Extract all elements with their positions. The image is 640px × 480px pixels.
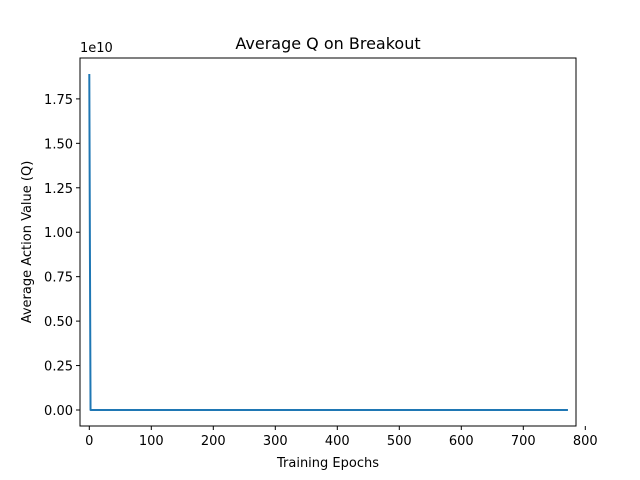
x-tick-label: 300 xyxy=(263,434,288,449)
x-tick-label: 0 xyxy=(85,434,93,449)
y-tick-label: 1.00 xyxy=(44,226,73,241)
x-tick-label: 800 xyxy=(573,434,598,449)
x-tick-label: 200 xyxy=(201,434,226,449)
y-tick-label: 0.00 xyxy=(44,404,73,419)
y-tick-label: 1.50 xyxy=(44,137,73,152)
y-tick-label: 1.25 xyxy=(44,182,73,197)
series-line-0 xyxy=(88,73,568,411)
x-axis-label: Training Epochs xyxy=(276,456,379,471)
y-axis-label: Average Action Value (Q) xyxy=(20,161,35,324)
y-tick-label: 0.75 xyxy=(44,271,73,286)
x-tick-label: 400 xyxy=(325,434,350,449)
x-tick-label: 500 xyxy=(387,434,412,449)
y-tick-label: 1.75 xyxy=(44,93,73,108)
y-axis-offset-label: 1e10 xyxy=(80,41,113,56)
x-tick-label: 700 xyxy=(511,434,536,449)
y-tick-label: 0.25 xyxy=(44,360,73,375)
axes-frame xyxy=(79,57,577,427)
x-tick-label: 100 xyxy=(139,434,164,449)
plot-area: 0 100 200 300 400 500 600 700 800 0.00 0.25 0.50 0.7… xyxy=(44,57,598,449)
x-tick-label: 600 xyxy=(449,434,474,449)
chart-title: Average Q on Breakout xyxy=(235,34,420,53)
y-tick-label: 0.50 xyxy=(44,315,73,330)
